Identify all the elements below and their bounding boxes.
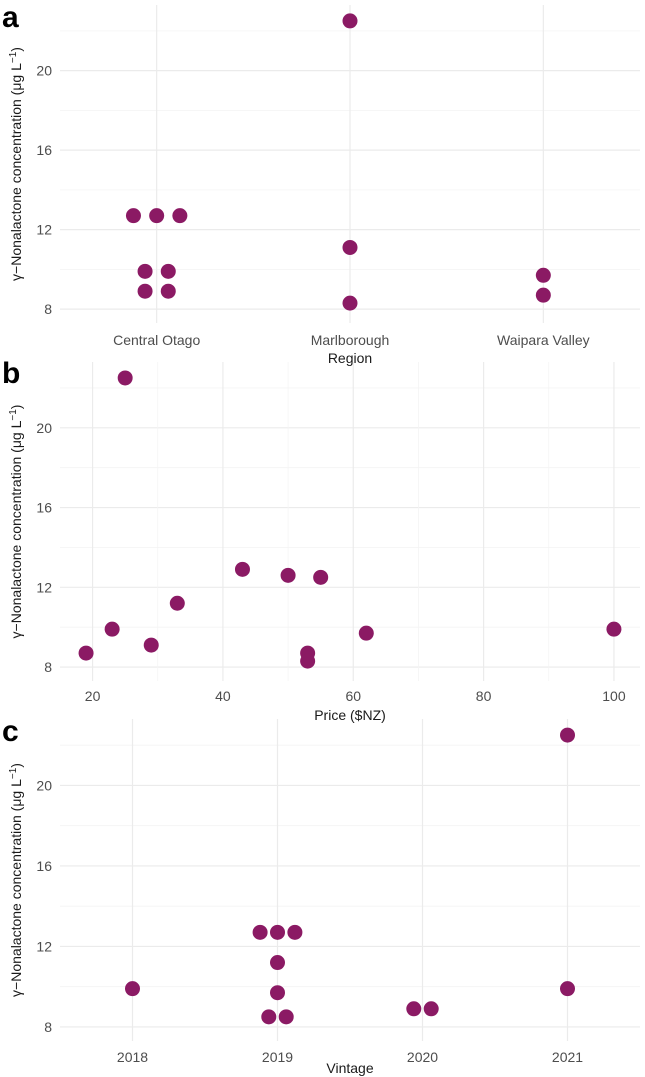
y-tick-label: 12 bbox=[36, 222, 52, 238]
x-tick-label: 20 bbox=[85, 688, 101, 704]
data-point bbox=[342, 295, 358, 311]
x-tick-label: 2020 bbox=[407, 1049, 438, 1065]
data-point bbox=[137, 283, 153, 299]
y-tick-label: 20 bbox=[36, 63, 52, 79]
panel-a-x-axis-title: Region bbox=[328, 350, 372, 366]
panel-c-y-ticks: 8 12 16 20 bbox=[36, 777, 52, 1035]
panel-b-y-axis-title: γ−Nonalactone concentration (μg L−1) bbox=[8, 405, 25, 639]
panel-c-points bbox=[125, 727, 575, 1025]
data-point bbox=[270, 985, 285, 1001]
x-tick-label: 40 bbox=[215, 688, 231, 704]
data-point bbox=[270, 924, 285, 940]
panel-c: c 8 12 16 20 2018 2019 2020 2021 Vintage γ−Non… bbox=[2, 715, 640, 1076]
x-tick-label: 2021 bbox=[552, 1049, 583, 1065]
y-tick-label: 16 bbox=[36, 142, 52, 158]
y-tick-label: 20 bbox=[36, 777, 52, 793]
data-point bbox=[535, 267, 551, 283]
data-point bbox=[606, 621, 622, 637]
data-point bbox=[270, 955, 285, 971]
panel-b-ylabel-main: γ−Nonalactone concentration (μg L bbox=[8, 420, 24, 638]
y-tick-label: 12 bbox=[36, 579, 52, 595]
panel-a: a 8 12 16 20 Central Otago Marlborough Waipar… bbox=[2, 1, 640, 366]
y-tick-label: 20 bbox=[36, 420, 52, 436]
data-point bbox=[252, 924, 268, 940]
y-tick-label: 16 bbox=[36, 500, 52, 516]
data-point bbox=[261, 1009, 277, 1025]
data-point bbox=[172, 208, 188, 224]
y-tick-label: 8 bbox=[44, 301, 52, 317]
x-tick-label: 2018 bbox=[117, 1049, 148, 1065]
panel-b-x-axis-title: Price ($NZ) bbox=[314, 707, 386, 723]
data-point bbox=[342, 13, 358, 29]
y-tick-label: 16 bbox=[36, 858, 52, 874]
panel-c-letter: c bbox=[2, 715, 19, 748]
x-tick-label: Waipara Valley bbox=[497, 332, 590, 348]
data-point bbox=[160, 283, 176, 299]
data-point bbox=[78, 645, 94, 661]
data-point bbox=[406, 1001, 422, 1017]
panel-b-y-ticks: 8 12 16 20 bbox=[36, 420, 52, 675]
panel-b-grid bbox=[60, 362, 640, 681]
data-point bbox=[560, 727, 575, 743]
data-point bbox=[358, 625, 374, 641]
data-point bbox=[125, 981, 140, 997]
data-point bbox=[423, 1001, 439, 1017]
data-point bbox=[125, 208, 141, 224]
panel-a-y-axis-title: γ−Nonalactone concentration (μg L−1) bbox=[8, 47, 25, 281]
data-point bbox=[149, 208, 165, 224]
panel-c-y-axis-title: γ−Nonalactone concentration (μg L−1) bbox=[8, 763, 25, 997]
x-tick-label: 80 bbox=[476, 688, 492, 704]
panel-c-ylabel-close: ) bbox=[8, 763, 24, 768]
data-point bbox=[169, 595, 185, 611]
panel-c-ylabel-sup: −1 bbox=[8, 767, 19, 779]
data-point bbox=[137, 263, 153, 279]
panel-c-grid bbox=[60, 719, 640, 1041]
data-point bbox=[535, 287, 551, 303]
panel-b-x-ticks: 20 40 60 80 100 bbox=[85, 688, 626, 704]
panel-a-letter: a bbox=[2, 1, 19, 34]
panel-b-points bbox=[78, 370, 622, 669]
x-tick-label: 2019 bbox=[262, 1049, 293, 1065]
panel-b-ylabel-sup: −1 bbox=[8, 409, 19, 421]
data-point bbox=[287, 924, 303, 940]
data-point bbox=[560, 981, 575, 997]
x-tick-label: Marlborough bbox=[311, 332, 390, 348]
panel-b-letter: b bbox=[2, 357, 20, 390]
panel-a-ylabel-sup: −1 bbox=[8, 51, 19, 63]
data-point bbox=[234, 561, 250, 577]
panel-b-ylabel-close: ) bbox=[8, 405, 24, 410]
panel-c-x-ticks: 2018 2019 2020 2021 bbox=[117, 1049, 583, 1065]
x-tick-label: 60 bbox=[345, 688, 361, 704]
data-point bbox=[278, 1009, 294, 1025]
panel-a-points bbox=[125, 13, 551, 311]
data-point bbox=[104, 621, 120, 637]
y-tick-label: 8 bbox=[44, 659, 52, 675]
data-point bbox=[117, 370, 133, 386]
panel-a-y-ticks: 8 12 16 20 bbox=[36, 63, 52, 317]
data-point bbox=[143, 637, 159, 653]
data-point bbox=[342, 239, 358, 255]
y-tick-label: 12 bbox=[36, 938, 52, 954]
panel-c-x-axis-title: Vintage bbox=[326, 1060, 373, 1076]
data-point bbox=[313, 569, 329, 585]
panel-c-ylabel-main: γ−Nonalactone concentration (μg L bbox=[8, 779, 24, 997]
x-tick-label: 100 bbox=[602, 688, 626, 704]
data-point bbox=[160, 263, 176, 279]
data-point bbox=[300, 653, 316, 669]
y-tick-label: 8 bbox=[44, 1019, 52, 1035]
panel-a-ylabel-close: ) bbox=[8, 47, 24, 52]
data-point bbox=[280, 567, 296, 583]
x-tick-label: Central Otago bbox=[113, 332, 200, 348]
panel-a-ylabel-main: γ−Nonalactone concentration (μg L bbox=[8, 63, 24, 281]
panel-b: b 8 12 16 20 20 40 60 80 100 Price ($NZ) γ−Nona… bbox=[2, 357, 640, 723]
panel-a-x-ticks: Central Otago Marlborough Waipara Valley bbox=[113, 332, 590, 348]
